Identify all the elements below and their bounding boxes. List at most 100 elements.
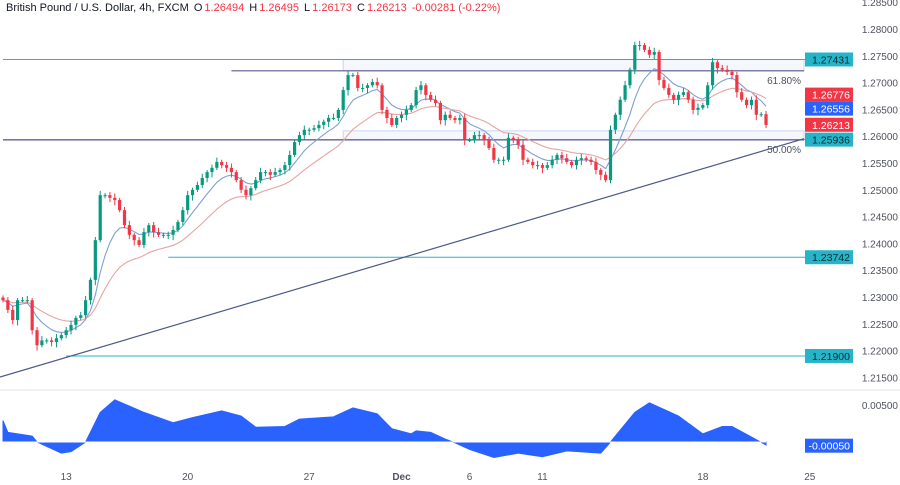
candle-bullish [54, 338, 59, 343]
candle-bullish [25, 300, 29, 302]
fast-ma-badge-text: 1.26556 [812, 104, 850, 116]
candle-bearish [599, 169, 603, 175]
fib-zone [342, 130, 805, 141]
candle-bearish [740, 92, 744, 100]
candle-bearish [691, 99, 695, 110]
level-price-badge-text: 1.23742 [812, 252, 850, 264]
price-axis-tick: 1.28000 [862, 25, 899, 36]
candle-bullish [142, 232, 146, 246]
candle-bearish [526, 159, 530, 162]
candle-bullish [351, 75, 355, 77]
candle-bearish [229, 167, 234, 173]
candle-bullish [749, 99, 754, 106]
candle-bullish [336, 109, 340, 118]
candle-bullish [317, 124, 321, 129]
candle-bullish [536, 165, 540, 167]
low-label: L [304, 2, 311, 14]
time-axis-tick: 18 [697, 472, 709, 483]
candle-bearish [1, 297, 5, 301]
candle-bullish [263, 172, 268, 174]
candle-bullish [608, 129, 613, 181]
candle-bullish [20, 300, 25, 302]
price-axis-tick: 1.24500 [862, 213, 899, 224]
time-axis-tick: 11 [537, 472, 548, 483]
candle-bearish [589, 159, 593, 162]
level-price-badge [805, 348, 853, 363]
candle-bearish [642, 45, 647, 50]
candle-bearish [453, 117, 457, 121]
slow-moving-average-line [2, 87, 767, 322]
candle-bearish [268, 172, 272, 175]
candle-bearish [463, 117, 467, 140]
candle-bullish [322, 121, 326, 125]
candle-bearish [662, 79, 666, 88]
candle-bearish [220, 161, 224, 166]
candle-bearish [390, 117, 394, 125]
candle-bearish [244, 189, 248, 196]
slow-ma-badge [805, 87, 853, 102]
candle-bullish [161, 234, 165, 236]
price-axis-tick: 1.26500 [862, 105, 899, 116]
candle-bullish [399, 114, 404, 118]
candle-bearish [754, 99, 758, 115]
trendline [0, 138, 805, 378]
candle-bullish [419, 85, 423, 91]
candle-bearish [735, 75, 739, 93]
candle-bullish [676, 94, 681, 100]
candle-bearish [686, 92, 690, 100]
candle-bullish [409, 105, 413, 110]
candle-bearish [50, 340, 54, 343]
candle-bullish [283, 165, 287, 170]
price-axis-tick: 1.23000 [862, 293, 899, 304]
low-value: 1.26173 [312, 2, 352, 14]
candle-bullish [186, 195, 190, 211]
time-axis-tick: 27 [304, 472, 316, 483]
candle-bullish [273, 172, 277, 175]
candle-bearish [234, 172, 238, 181]
candle-bearish [438, 102, 442, 121]
level-price-badge-text: 1.27431 [812, 54, 850, 66]
candle-bullish [200, 178, 204, 185]
candle-bearish [127, 225, 131, 235]
symbol-title: British Pound / U.S. Dollar, 4h, FXCM [6, 2, 189, 14]
oscillator-area [2, 399, 767, 459]
candle-bullish [633, 45, 637, 70]
time-axis-tick: Dec [392, 472, 411, 483]
candle-bullish [395, 117, 399, 125]
candle-bearish [152, 225, 156, 233]
price-axis-tick: 1.25000 [862, 186, 899, 197]
close-label: C [356, 2, 365, 14]
level-price-badge [805, 250, 853, 265]
candle-bullish [618, 99, 622, 115]
candle-bullish [176, 221, 180, 230]
candle-bullish [545, 165, 549, 168]
slow-ma-badge-text: 1.26776 [812, 90, 850, 102]
candle-bearish [725, 69, 729, 72]
candle-bearish [516, 139, 520, 145]
candle-bearish [385, 109, 389, 118]
candle-bearish [511, 137, 515, 140]
oscillator-axis-tick: 0.00500 [862, 401, 899, 412]
candle-bearish [531, 161, 535, 166]
candle-bullish [613, 114, 617, 130]
candle-bearish [113, 197, 117, 200]
candle-bullish [297, 135, 302, 143]
fib-level-label: 61.80% [767, 76, 801, 87]
candle-bullish [195, 184, 199, 190]
fib-level-label: 50.00% [767, 145, 801, 156]
candle-bullish [550, 159, 554, 166]
candle-bearish [118, 199, 122, 211]
price-axis-tick: 1.24000 [862, 239, 899, 250]
candle-bearish [720, 68, 724, 70]
candle-bearish [570, 161, 574, 166]
candle-bullish [15, 300, 20, 321]
candle-bullish [293, 142, 297, 155]
candle-bullish [652, 52, 656, 55]
price-axis-tick: 1.25500 [862, 159, 899, 170]
candle-bullish [278, 169, 282, 173]
high-value: 1.26495 [259, 2, 299, 14]
candle-bearish [122, 210, 127, 226]
candle-bullish [414, 90, 418, 106]
